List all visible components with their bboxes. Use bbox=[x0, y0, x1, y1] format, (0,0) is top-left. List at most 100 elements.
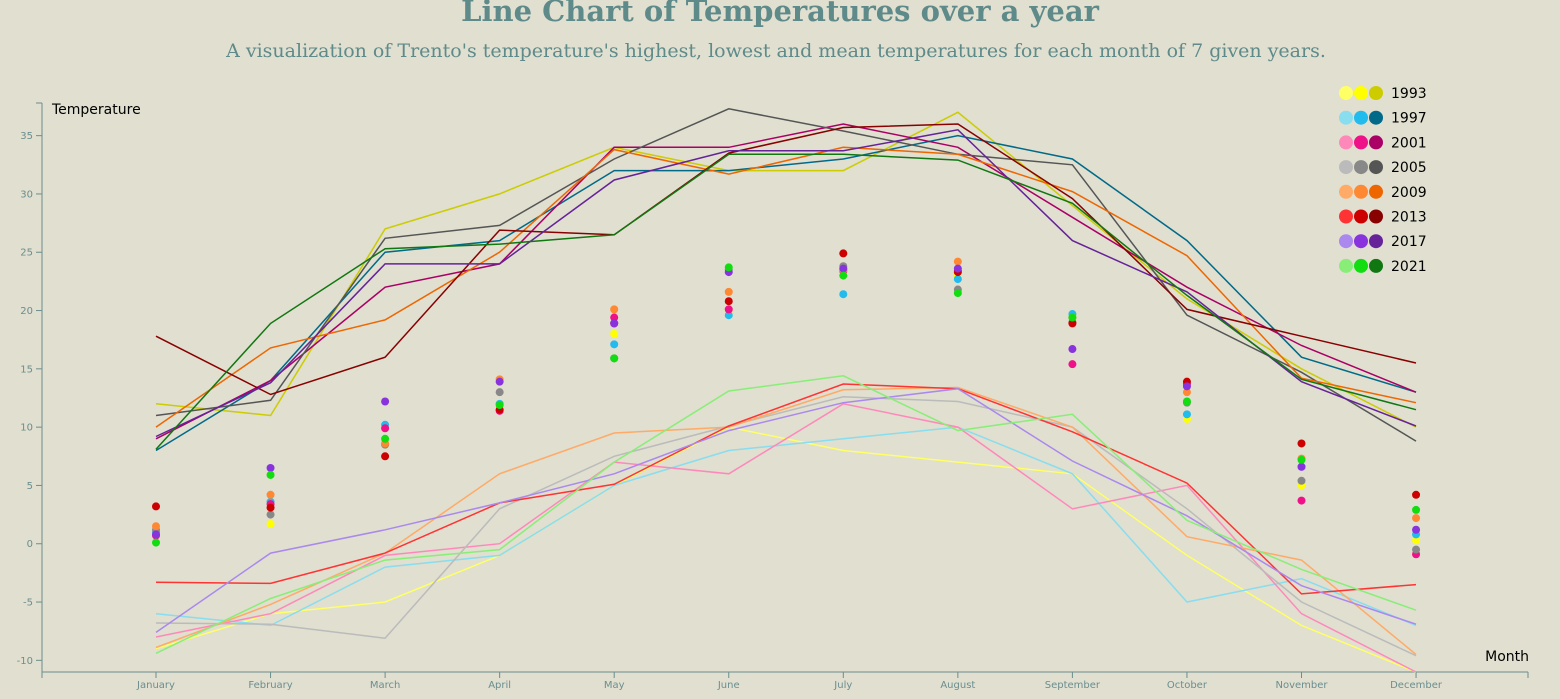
max-line-2009 bbox=[155, 146, 1417, 428]
mean-point-2005 bbox=[1297, 476, 1306, 485]
mean-point-2013 bbox=[152, 502, 160, 511]
mean-point-2017 bbox=[1182, 382, 1191, 391]
mean-point-2005 bbox=[266, 510, 275, 519]
chart-title: Line Chart of Temperatures over a year bbox=[461, 0, 1099, 28]
max-line-2001 bbox=[155, 123, 1417, 440]
min-line-1993 bbox=[155, 426, 1417, 673]
mean-point-2021 bbox=[266, 470, 275, 479]
mean-points bbox=[152, 249, 1421, 559]
mean-point-2013 bbox=[724, 297, 733, 306]
mean-point-2021 bbox=[1297, 455, 1306, 464]
max-line-1993 bbox=[155, 111, 1417, 428]
legend-swatch-mean-2001 bbox=[1354, 135, 1368, 150]
y-tick-label: -5 bbox=[23, 598, 33, 609]
legend-swatch-max-2009 bbox=[1369, 184, 1383, 199]
mean-point-2021 bbox=[839, 271, 848, 280]
legend-swatch-min-2021 bbox=[1339, 258, 1353, 273]
mean-point-2017 bbox=[610, 319, 619, 328]
min-line-2001 bbox=[155, 403, 1417, 673]
mean-point-2009 bbox=[724, 287, 733, 296]
mean-point-2021 bbox=[953, 289, 962, 298]
legend-swatch-mean-2005 bbox=[1354, 160, 1368, 175]
min-line-2005 bbox=[155, 396, 1417, 657]
mean-point-1993 bbox=[610, 329, 619, 338]
legend-swatch-max-2017 bbox=[1369, 234, 1383, 249]
x-tick-label: December bbox=[1390, 680, 1443, 691]
mean-point-2021 bbox=[152, 538, 160, 547]
mean-point-1997 bbox=[953, 275, 962, 284]
mean-point-1997 bbox=[839, 290, 848, 299]
mean-point-2013 bbox=[381, 452, 390, 461]
legend-label-2001: 2001 bbox=[1391, 135, 1427, 151]
legend-label-2021: 2021 bbox=[1391, 259, 1427, 275]
mean-point-2009 bbox=[610, 305, 619, 314]
mean-point-2001 bbox=[1068, 360, 1077, 369]
x-tick-label: May bbox=[604, 680, 625, 691]
legend-swatch-mean-2013 bbox=[1354, 209, 1368, 224]
mean-point-2021 bbox=[495, 400, 504, 409]
legend-label-2005: 2005 bbox=[1391, 160, 1427, 176]
min-line-2021 bbox=[155, 375, 1417, 654]
mean-point-2001 bbox=[610, 313, 619, 322]
axes: -10 -5 0 5 10 15 20 25 30 35 January February March A… bbox=[17, 102, 1529, 691]
mean-point-2009 bbox=[953, 257, 962, 266]
mean-point-2017 bbox=[1297, 462, 1306, 471]
min-line-2017 bbox=[155, 387, 1417, 634]
mean-point-1993 bbox=[1412, 536, 1421, 545]
legend-swatch-min-1997 bbox=[1339, 110, 1353, 125]
mean-point-2013 bbox=[1297, 439, 1306, 448]
min-line-2013 bbox=[155, 383, 1417, 595]
mean-point-2001 bbox=[381, 424, 390, 433]
mean-point-2001 bbox=[1297, 496, 1306, 505]
mean-point-2021 bbox=[1412, 505, 1421, 514]
mean-point-2005 bbox=[1412, 545, 1421, 554]
max-line-2013 bbox=[155, 123, 1417, 396]
y-tick-label: 5 bbox=[27, 481, 33, 492]
legend-swatch-max-2021 bbox=[1369, 258, 1383, 273]
mean-point-1997 bbox=[1182, 410, 1191, 419]
legend-swatch-mean-2021 bbox=[1354, 258, 1368, 273]
mean-point-2017 bbox=[953, 264, 962, 273]
legend-swatch-min-1993 bbox=[1339, 86, 1353, 100]
legend-label-2009: 2009 bbox=[1391, 185, 1427, 201]
mean-point-2009 bbox=[1182, 388, 1191, 397]
y-tick-label: 20 bbox=[20, 306, 33, 317]
mean-point-2017 bbox=[381, 397, 390, 406]
y-tick-label: 30 bbox=[20, 189, 33, 200]
legend-swatch-mean-1993 bbox=[1354, 86, 1368, 100]
y-tick-label: 10 bbox=[20, 423, 33, 434]
mean-point-2021 bbox=[381, 434, 390, 443]
mean-point-1993 bbox=[266, 519, 275, 528]
y-axis-label: Temperature bbox=[51, 102, 141, 118]
legend-label-1997: 1997 bbox=[1391, 111, 1427, 127]
max-line-2005 bbox=[155, 108, 1417, 442]
chart-subtitle: A visualization of Trento's temperature'… bbox=[226, 40, 1326, 62]
mean-point-1997 bbox=[724, 311, 733, 320]
legend-swatch-mean-2009 bbox=[1354, 184, 1368, 199]
mean-point-2001 bbox=[724, 305, 733, 314]
mean-point-2013 bbox=[839, 249, 848, 258]
x-tick-label: April bbox=[488, 680, 511, 691]
x-tick-label: February bbox=[248, 680, 292, 691]
x-tick-label: July bbox=[833, 680, 852, 691]
x-tick-label: August bbox=[940, 680, 975, 691]
x-axis-label: Month bbox=[1485, 649, 1529, 665]
mean-point-2017 bbox=[839, 264, 848, 273]
y-tick-label: 35 bbox=[20, 131, 33, 142]
mean-point-2009 bbox=[266, 490, 275, 499]
y-tick-label: 0 bbox=[27, 539, 33, 550]
mean-point-2017 bbox=[495, 377, 504, 386]
mean-point-2013 bbox=[1068, 319, 1077, 328]
y-tick-label: 25 bbox=[20, 248, 33, 259]
mean-point-2021 bbox=[1068, 313, 1077, 322]
min-line-1997 bbox=[155, 426, 1417, 627]
legend-swatch-max-1997 bbox=[1369, 110, 1383, 125]
max-line-2021 bbox=[155, 153, 1417, 450]
legend-swatch-max-1993 bbox=[1369, 86, 1383, 100]
mean-point-2017 bbox=[152, 530, 160, 539]
mean-point-2009 bbox=[1412, 514, 1421, 523]
legend-label-2017: 2017 bbox=[1391, 234, 1427, 250]
legend-label-2013: 2013 bbox=[1391, 210, 1427, 226]
max-line-1997 bbox=[155, 134, 1417, 452]
